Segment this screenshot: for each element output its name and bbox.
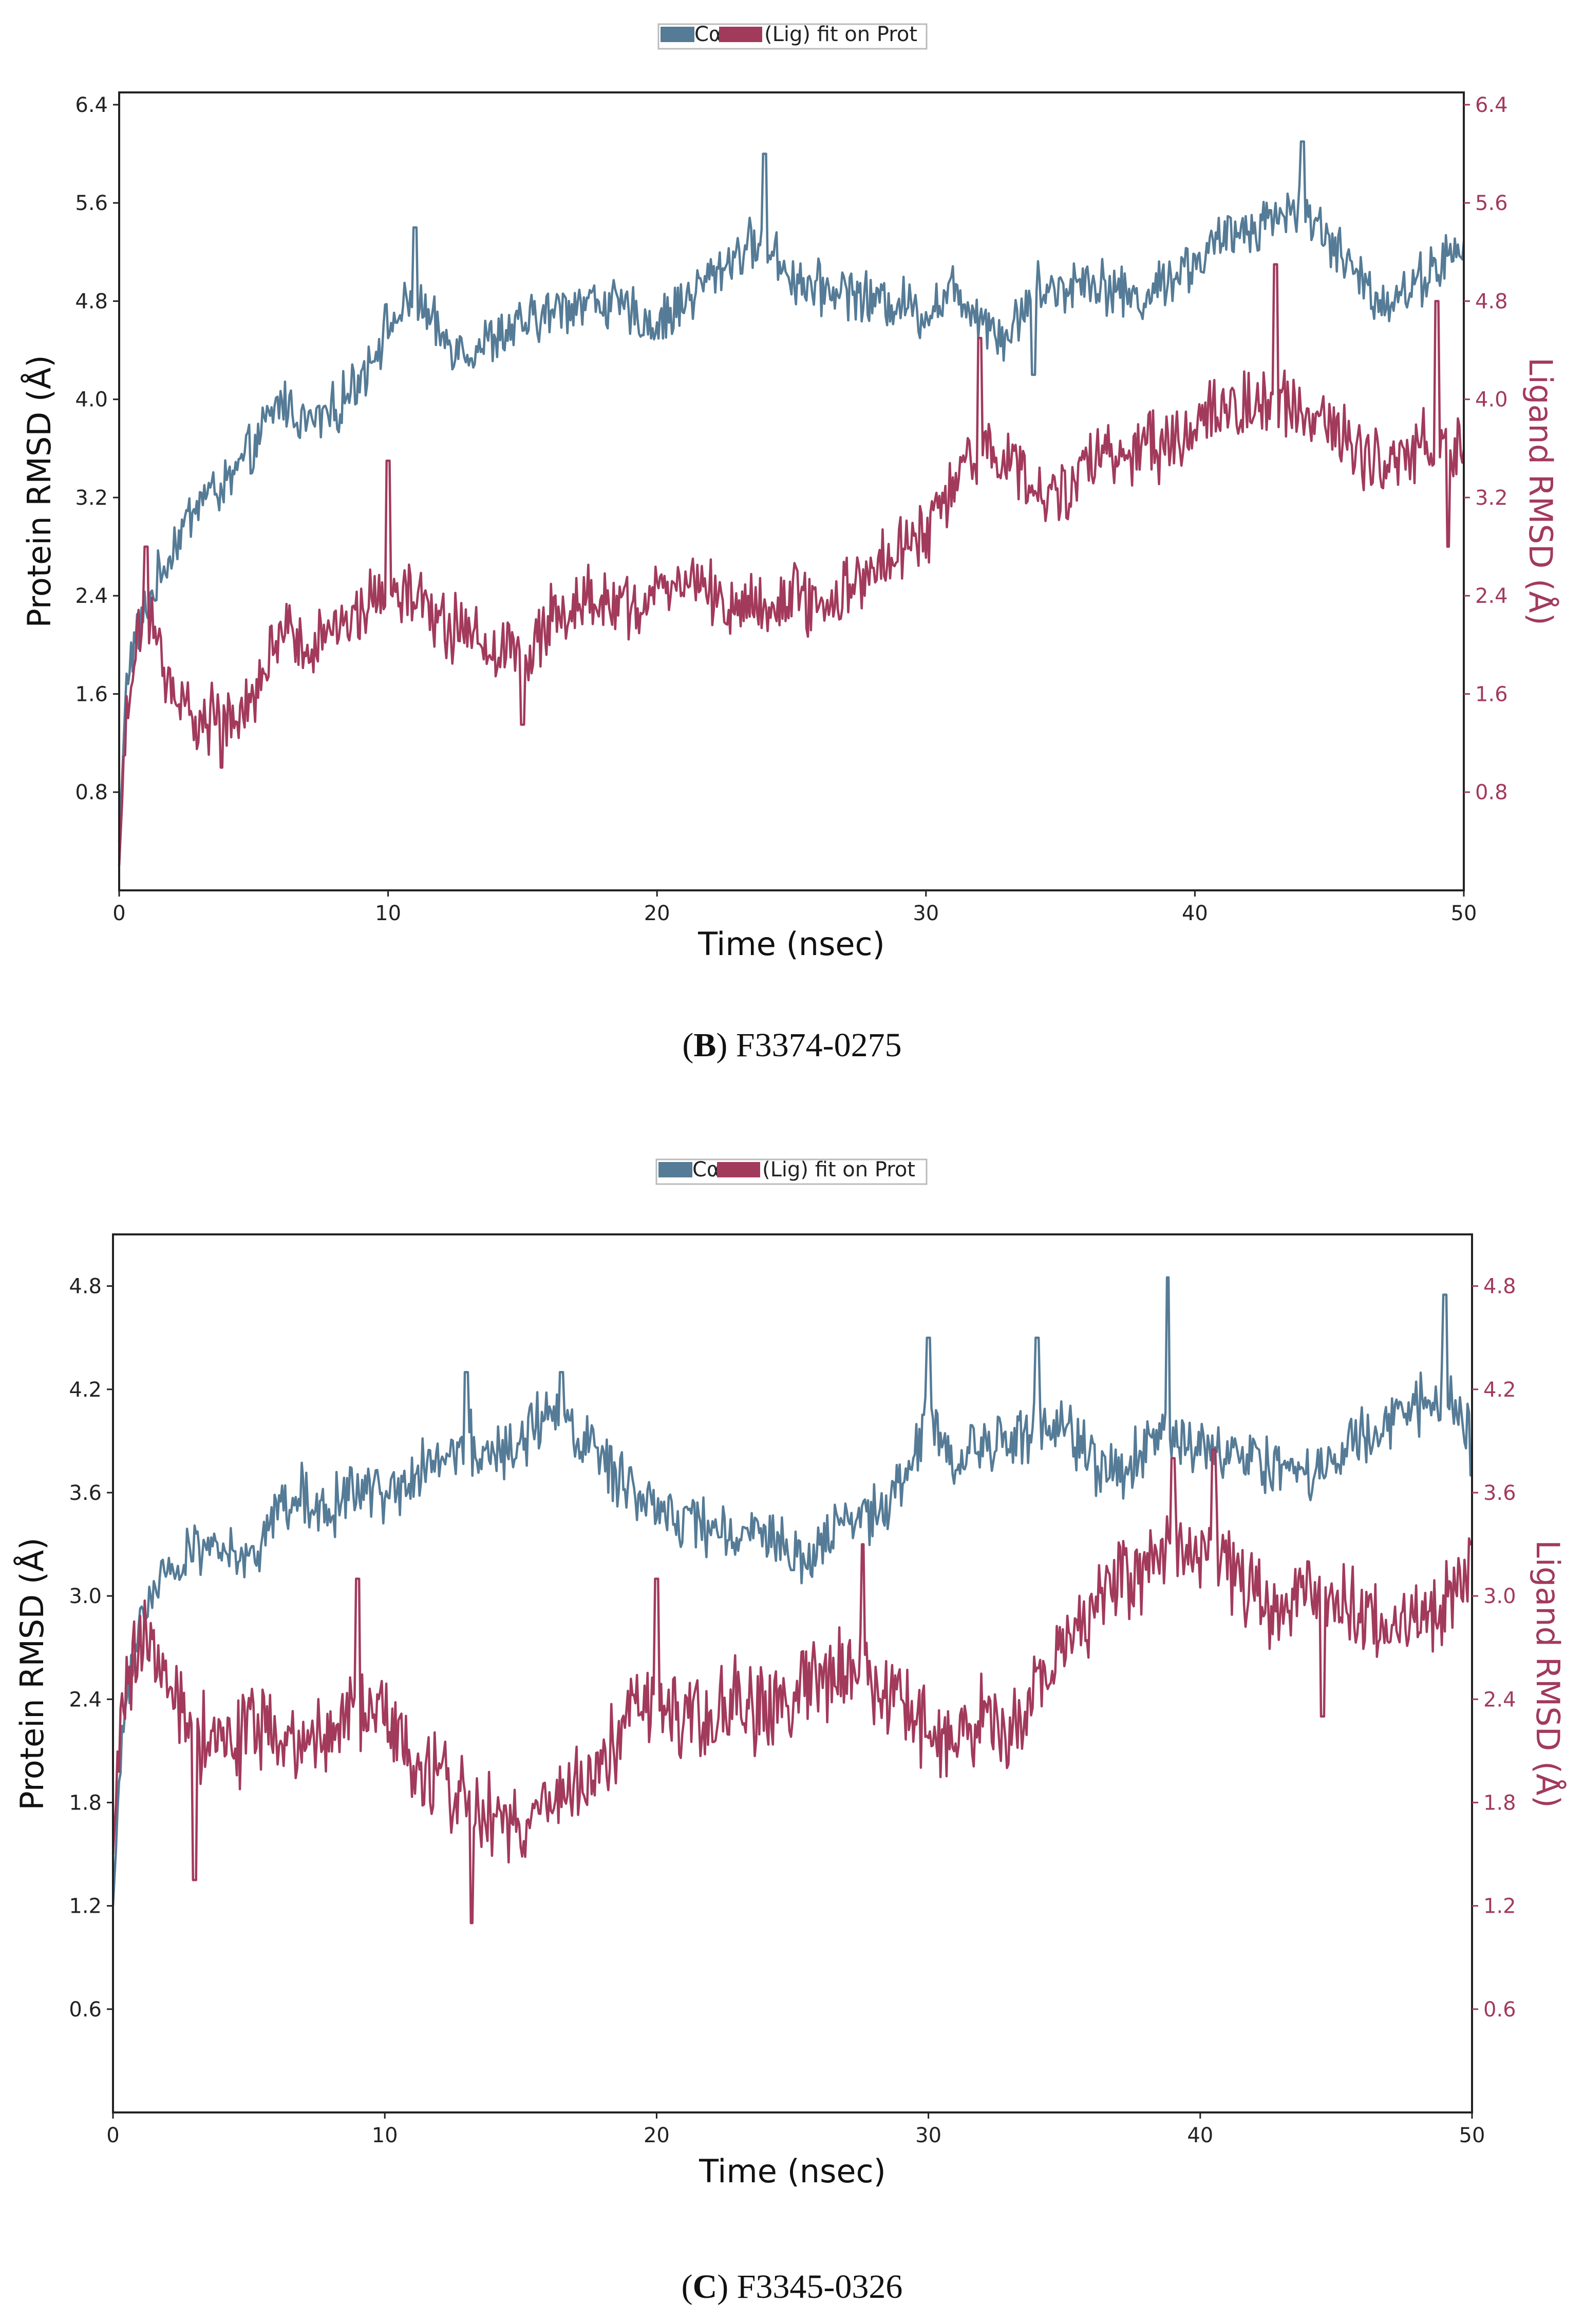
y-tick-label-right: 0.8: [1475, 781, 1508, 805]
y-tick-label-right: 2.4: [1475, 584, 1508, 608]
chart-panel-c: Cα (Lig) fit on Prot 0.6 1.2 1.8 2.4 3.0 3.6 4…: [13, 1158, 1567, 2190]
ticks-x-c: 0 10 20 30 40 50: [106, 2112, 1485, 2147]
figure-caption-c: (C) F3345-0326: [681, 2268, 903, 2306]
caption-letter: B: [693, 1026, 716, 1064]
ligand-rmsd-line: [118, 263, 1465, 866]
y-tick-label-left: 0.6: [69, 1998, 102, 2022]
series-layer-c: [111, 1276, 1472, 1925]
x-tick-label: 10: [372, 2124, 398, 2147]
x-tick-label: 40: [1182, 902, 1208, 925]
legend-label-ligand: (Lig) fit on Prot: [762, 1158, 915, 1182]
ticks-x-b: 0 10 20 30 40 50: [112, 890, 1477, 925]
y-tick-label-left: 6.4: [75, 93, 108, 117]
ticks-left-b: 0.8 1.6 2.4 3.2 4.0 4.8 5.6 6.4: [75, 93, 119, 805]
y-tick-label-left: 4.8: [69, 1275, 102, 1299]
y-tick-label-left: 4.2: [69, 1378, 102, 1402]
legend-swatch-protein: [661, 27, 694, 42]
y-tick-label-right: 4.8: [1475, 290, 1508, 313]
chart-panel-b: Cα (Lig) fit on Prot 0.8 1.6 2.4 3.2 4.0 4.8 5…: [21, 23, 1559, 963]
x-tick-label: 50: [1459, 2124, 1485, 2147]
y-tick-label-left: 2.4: [69, 1688, 102, 1711]
y-tick-label-right: 4.8: [1483, 1275, 1516, 1299]
ligand-rmsd-line: [111, 1448, 1472, 1925]
y-axis-title-left: Protein RMSD (Å): [21, 355, 58, 627]
protein-rmsd-line: [118, 140, 1465, 842]
y-tick-label-right: 1.8: [1483, 1791, 1516, 1815]
x-tick-label: 30: [913, 902, 939, 925]
y-tick-label-left: 2.4: [75, 584, 108, 608]
series-layer-b: [118, 140, 1465, 866]
y-tick-label-right: 3.0: [1483, 1585, 1516, 1608]
plot-frame: [118, 91, 1465, 891]
y-tick-label-right: 6.4: [1475, 93, 1508, 117]
plot-area-c: 0.6 1.2 1.8 2.4 3.0 3.6 4.2 4.8 0.6 1.2 1.8 2.4 3.0…: [69, 1233, 1516, 2147]
x-tick-label: 30: [915, 2124, 941, 2147]
y-tick-label-left: 3.6: [69, 1481, 102, 1505]
legend-frame: [655, 1158, 928, 1185]
legend-swatch-ligand: [717, 1162, 760, 1177]
y-tick-label-right: 5.6: [1475, 192, 1508, 215]
y-tick-label-left: 3.2: [75, 486, 108, 510]
legend-swatch-protein: [658, 1162, 692, 1177]
legend-label-protein: Cα: [694, 23, 722, 46]
x-tick-label: 10: [375, 902, 401, 925]
y-tick-label-right: 3.2: [1475, 486, 1508, 510]
y-tick-label-left: 1.8: [69, 1791, 102, 1815]
y-tick-label-left: 4.8: [75, 290, 108, 313]
y-tick-label-right: 1.6: [1475, 682, 1508, 706]
x-tick-label: 0: [106, 2124, 119, 2147]
ticks-right-c: 0.6 1.2 1.8 2.4 3.0 3.6 4.2 4.8: [1472, 1275, 1516, 2022]
legend-frame: [657, 23, 928, 50]
ticks-left-c: 0.6 1.2 1.8 2.4 3.0 3.6 4.2 4.8: [69, 1275, 113, 2022]
figure-caption-b: (B) F3374-0275: [682, 1026, 902, 1064]
y-tick-label-left: 4.0: [75, 388, 108, 412]
x-tick-label: 0: [112, 902, 125, 925]
x-tick-label: 20: [644, 902, 670, 925]
x-tick-label: 20: [644, 2124, 670, 2147]
x-axis-title: Time (nsec): [697, 925, 885, 963]
plot-area-b: 0.8 1.6 2.4 3.2 4.0 4.8 5.6 6.4 0.8 1.6 2.4 3.2 4.0…: [75, 91, 1508, 925]
caption-letter: C: [692, 2268, 718, 2306]
y-tick-label-right: 2.4: [1483, 1688, 1516, 1711]
ticks-right-b: 0.8 1.6 2.4 3.2 4.0 4.8 5.6 6.4: [1464, 93, 1508, 805]
protein-rmsd-line: [111, 1276, 1472, 1906]
y-tick-label-left: 1.6: [75, 682, 108, 706]
y-tick-label-right: 0.6: [1483, 1998, 1516, 2022]
x-tick-label: 50: [1451, 902, 1477, 925]
y-tick-label-right: 3.6: [1483, 1481, 1516, 1505]
x-tick-label: 40: [1187, 2124, 1213, 2147]
legend-c: Cα (Lig) fit on Prot: [655, 1158, 928, 1185]
y-tick-label-left: 5.6: [75, 192, 108, 215]
x-axis-title: Time (nsec): [699, 2152, 886, 2190]
caption-compound-id: F3374-0275: [736, 1026, 902, 1064]
legend-label-ligand: (Lig) fit on Prot: [764, 23, 917, 46]
y-tick-label-right: 1.2: [1483, 1895, 1516, 1918]
plot-frame: [112, 1233, 1473, 2113]
y-tick-label-left: 3.0: [69, 1585, 102, 1608]
y-tick-label-right: 4.2: [1483, 1378, 1516, 1402]
y-tick-label-right: 4.0: [1475, 388, 1508, 412]
y-axis-title-right: Ligand RMSD (Å): [1529, 1540, 1567, 1808]
caption-compound-id: F3345-0326: [737, 2268, 903, 2306]
y-axis-title-left: Protein RMSD (Å): [13, 1537, 51, 1810]
y-axis-title-right: Ligand RMSD (Å): [1522, 357, 1559, 625]
y-tick-label-left: 0.8: [75, 781, 108, 805]
legend-label-protein: Cα: [692, 1158, 720, 1182]
legend-swatch-ligand: [719, 27, 762, 42]
y-tick-label-left: 1.2: [69, 1895, 102, 1918]
legend-b: Cα (Lig) fit on Prot: [657, 23, 928, 50]
